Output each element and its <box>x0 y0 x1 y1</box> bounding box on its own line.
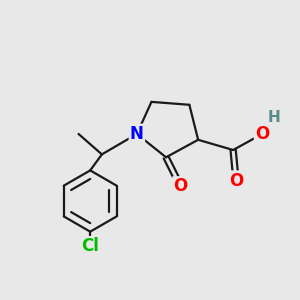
Text: O: O <box>173 178 188 196</box>
Text: Cl: Cl <box>81 237 99 255</box>
Text: O: O <box>255 125 269 143</box>
Text: H: H <box>268 110 280 125</box>
Text: O: O <box>229 172 243 190</box>
Text: N: N <box>130 125 144 143</box>
